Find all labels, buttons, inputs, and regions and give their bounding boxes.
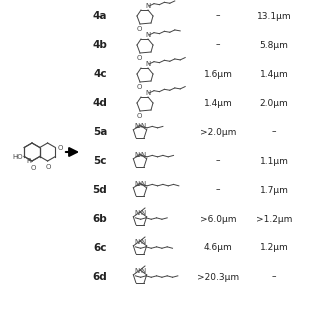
Text: 4b: 4b [92,40,108,50]
Text: 4a: 4a [93,11,107,21]
Text: N: N [140,268,146,274]
Text: 1.2μm: 1.2μm [260,244,288,252]
Text: O: O [57,145,63,150]
Text: 4d: 4d [92,98,108,108]
Text: 1.4μm: 1.4μm [260,69,288,78]
Text: N: N [140,152,146,158]
Text: N: N [140,123,146,129]
Text: 5a: 5a [93,127,107,137]
Text: 13.1μm: 13.1μm [257,12,291,20]
Text: O: O [136,84,142,90]
Text: N: N [140,181,146,187]
Text: >20.3μm: >20.3μm [197,273,239,282]
Text: 5d: 5d [92,185,108,195]
Text: 1.4μm: 1.4μm [204,99,232,108]
Text: –: – [216,41,220,50]
Text: 4c: 4c [93,69,107,79]
Text: 6d: 6d [92,272,108,282]
Text: 6b: 6b [92,214,108,224]
Text: HO: HO [12,154,23,159]
Text: N: N [134,268,140,274]
Text: >1.2μm: >1.2μm [256,214,292,223]
Text: N: N [134,181,140,187]
Text: O: O [136,54,142,60]
Text: >6.0μm: >6.0μm [200,214,236,223]
Text: N: N [134,123,140,129]
Text: O: O [46,164,51,170]
Text: O: O [136,113,142,118]
Text: R: R [26,158,31,164]
Text: N: N [145,90,151,95]
Text: >2.0μm: >2.0μm [200,127,236,137]
Text: N: N [134,152,140,158]
Text: N: N [134,239,140,245]
Text: 5.8μm: 5.8μm [260,41,288,50]
Text: –: – [216,156,220,165]
Text: O: O [136,26,142,31]
Text: N: N [145,60,151,67]
Text: 1.6μm: 1.6μm [204,69,232,78]
Text: N: N [134,210,140,216]
Text: 6c: 6c [93,243,107,253]
Text: 1.1μm: 1.1μm [260,156,288,165]
Text: N: N [140,239,146,245]
Text: 2.0μm: 2.0μm [260,99,288,108]
Text: O: O [30,165,36,171]
Text: N: N [140,210,146,216]
Text: N: N [145,31,151,37]
Text: –: – [216,186,220,195]
Text: –: – [272,127,276,137]
Text: 1.7μm: 1.7μm [260,186,288,195]
Text: N: N [145,3,151,9]
Text: 5c: 5c [93,156,107,166]
Text: –: – [272,273,276,282]
Text: 4.6μm: 4.6μm [204,244,232,252]
Text: –: – [216,12,220,20]
